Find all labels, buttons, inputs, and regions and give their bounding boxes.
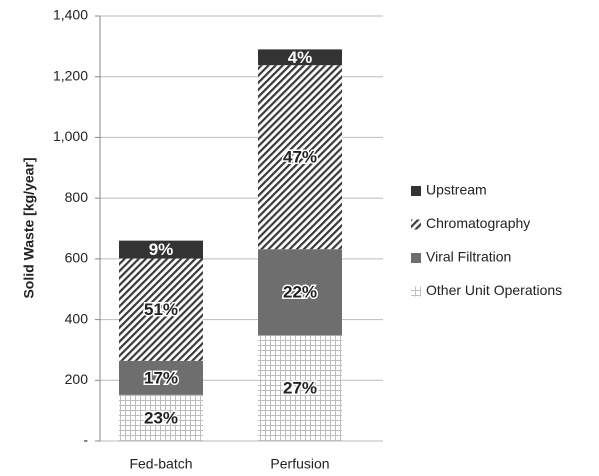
y-tick-label: 400 (65, 310, 89, 326)
bar-segment (258, 335, 342, 441)
value-label: 27% (283, 379, 317, 398)
legend-swatch (411, 219, 421, 230)
legend-label: Upstream (426, 182, 487, 198)
legend-swatch (411, 286, 421, 297)
value-label: 51% (144, 300, 178, 319)
value-label: 17% (144, 368, 178, 387)
y-tick-label: 1,200 (53, 67, 88, 83)
legend-label: Chromatography (426, 215, 530, 231)
value-label: 47% (283, 148, 317, 167)
x-tick-label: Fed-batch (129, 456, 192, 472)
legend-swatch (411, 253, 421, 263)
y-tick-label: - (83, 432, 88, 448)
y-tick-label: 800 (65, 189, 89, 205)
value-label: 4% (288, 48, 313, 67)
value-label: 23% (144, 408, 178, 427)
bar-segment (258, 65, 342, 250)
legend-label: Other Unit Operations (426, 282, 562, 298)
x-tick-label: Perfusion (270, 456, 329, 472)
bar-segment (119, 240, 203, 259)
bar-segment (258, 249, 342, 336)
bar-segment (119, 258, 203, 361)
legend-swatch (411, 186, 421, 196)
y-tick-label: 200 (65, 371, 89, 387)
y-tick-label: 1,000 (53, 128, 88, 144)
y-axis-label: Solid Waste [kg/year] (21, 157, 37, 298)
bar-segment (119, 394, 203, 441)
y-tick-label: 1,400 (53, 7, 88, 23)
value-label: 9% (149, 240, 174, 259)
bar-segment (119, 360, 203, 395)
legend-label: Viral Filtration (426, 249, 511, 265)
y-tick-label: 600 (65, 250, 89, 266)
bar-segment (258, 49, 342, 66)
value-label: 22% (283, 283, 317, 302)
